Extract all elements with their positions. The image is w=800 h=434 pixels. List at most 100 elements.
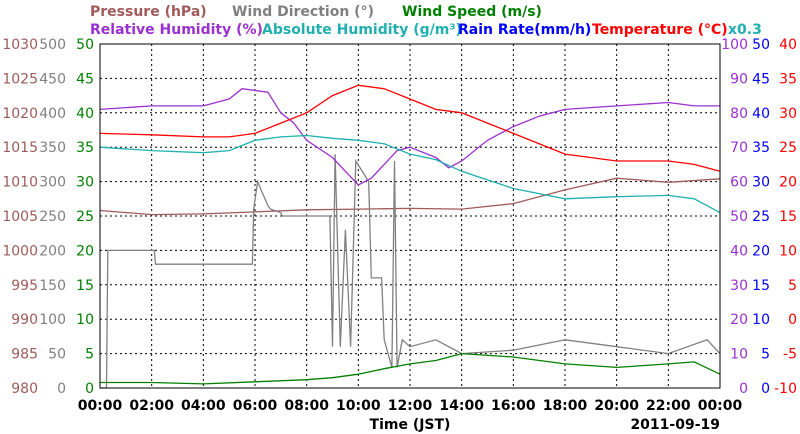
y-tick-label-temperature: 10	[779, 243, 797, 259]
x-tick-label: 12:00	[388, 398, 433, 414]
y-tick-label-pressure: 990	[11, 312, 38, 328]
y-tick-label-rain: 30	[752, 175, 770, 191]
y-tick-label-rain: 25	[752, 209, 770, 225]
date-label: 2011-09-19	[630, 417, 720, 433]
humidity-line	[99, 88, 720, 186]
y-tick-label-wind-direction: 350	[39, 140, 66, 156]
y-tick-label-rain: 35	[752, 140, 770, 156]
wind-direction-title: Wind Direction (°)	[232, 4, 374, 20]
x-tick-label: 18:00	[543, 398, 588, 414]
y-tick-label-humidity: 10	[730, 347, 748, 363]
y-tick-label-rain: 20	[752, 243, 770, 259]
y-tick-label-wind-direction: 50	[48, 347, 66, 363]
y-tick-label-temperature: 0	[788, 312, 797, 328]
y-tick-label-wind-direction: 300	[39, 175, 66, 191]
pressure-line	[99, 177, 721, 216]
temperature-line	[99, 84, 721, 172]
y-tick-label-wind-direction: 500	[39, 37, 66, 53]
y-tick-label-temperature: 15	[779, 209, 797, 225]
y-tick-label-humidity: 60	[730, 175, 748, 191]
y-tick-label-pressure: 980	[11, 381, 38, 397]
y-tick-label-wind-direction: 200	[39, 243, 66, 259]
temperature-title: Temperature (°C)	[592, 22, 728, 38]
y-tick-label-rain: 40	[752, 106, 770, 122]
abs-humidity-title: Absolute Humidity (g/m³)	[262, 22, 462, 38]
y-tick-label-wind-direction: 100	[39, 312, 66, 328]
y-tick-label-pressure: 1020	[2, 106, 38, 122]
y-tick-label-pressure: 995	[11, 278, 38, 294]
y-tick-label-temperature: 30	[779, 106, 797, 122]
wind-speed-line	[100, 352, 721, 385]
rain-title: Rain Rate(mm/h)	[458, 22, 591, 38]
x-tick-label: 00:00	[78, 398, 123, 414]
y-tick-label-humidity: 30	[730, 278, 748, 294]
y-tick-label-humidity: 90	[730, 71, 748, 87]
y-tick-label-humidity: 50	[730, 209, 748, 225]
y-tick-label-wind-speed: 20	[76, 243, 94, 259]
wind-speed-title: Wind Speed (m/s)	[402, 4, 542, 20]
y-tick-label-temperature: 5	[788, 278, 797, 294]
y-tick-label-humidity: 70	[730, 140, 748, 156]
y-tick-label-wind-direction: 250	[39, 209, 66, 225]
y-tick-label-rain: 15	[752, 278, 770, 294]
x-tick-label: 20:00	[594, 398, 639, 414]
x-tick-label: 10:00	[336, 398, 381, 414]
x-tick-label: 16:00	[491, 398, 536, 414]
axis-labels: 00:00 02:00 04:00 06:00 08:00 10:00 12:00 14:00…	[2, 37, 797, 414]
y-tick-label-temperature: 35	[779, 71, 797, 87]
y-tick-label-wind-speed: 15	[76, 278, 94, 294]
y-tick-label-pressure: 985	[11, 347, 38, 363]
grid	[100, 44, 720, 388]
y-tick-label-wind-speed: 10	[76, 312, 94, 328]
y-tick-label-pressure: 1010	[2, 175, 38, 191]
y-tick-label-temperature: -10	[774, 381, 797, 397]
x-tick-label: 06:00	[233, 398, 278, 414]
y-tick-label-wind-direction: 400	[39, 106, 66, 122]
y-tick-label-wind-direction: 450	[39, 71, 66, 87]
y-tick-label-temperature: 40	[779, 37, 797, 53]
y-tick-label-humidity: 100	[721, 37, 748, 53]
y-tick-label-wind-speed: 5	[85, 347, 94, 363]
x-tick-label: 08:00	[284, 398, 329, 414]
x-tick-label: 14:00	[439, 398, 484, 414]
x-axis-label: Time (JST)	[370, 417, 451, 433]
y-tick-label-temperature: 25	[779, 140, 797, 156]
y-tick-label-pressure: 1005	[2, 209, 38, 225]
y-tick-label-pressure: 1030	[2, 37, 38, 53]
y-tick-label-pressure: 1000	[2, 243, 38, 259]
y-tick-label-humidity: 80	[730, 106, 748, 122]
x-tick-label: 02:00	[129, 398, 174, 414]
humidity-title: Relative Humidity (%)	[90, 22, 263, 38]
y-tick-label-wind-speed: 40	[76, 106, 94, 122]
y-tick-label-wind-direction: 0	[57, 381, 66, 397]
y-tick-label-humidity: 40	[730, 243, 748, 259]
wind-direction-line	[100, 154, 721, 389]
y-tick-label-temperature: -5	[783, 347, 797, 363]
pressure-title: Pressure (hPa)	[90, 4, 207, 20]
y-tick-label-rain: 0	[761, 381, 770, 397]
y-tick-label-pressure: 1025	[2, 71, 38, 87]
x-tick-label: 22:00	[646, 398, 691, 414]
abs-humidity-line	[99, 134, 721, 214]
y-tick-label-pressure: 1015	[2, 140, 38, 156]
y-tick-label-wind-speed: 0	[85, 381, 94, 397]
y-tick-label-temperature: 20	[779, 175, 797, 191]
x-tick-label: 04:00	[181, 398, 226, 414]
y-tick-label-humidity: 0	[739, 381, 748, 397]
rain-scale-label: x0.3	[728, 22, 762, 38]
y-tick-label-wind-speed: 50	[76, 37, 94, 53]
y-tick-label-rain: 5	[761, 347, 770, 363]
y-tick-label-rain: 10	[752, 312, 770, 328]
y-tick-label-rain: 45	[752, 71, 770, 87]
y-tick-label-wind-direction: 150	[39, 278, 66, 294]
y-tick-label-wind-speed: 45	[76, 71, 94, 87]
y-tick-label-wind-speed: 35	[76, 140, 94, 156]
plot-frame	[99, 43, 721, 389]
series-lines	[99, 84, 721, 389]
x-tick-label: 00:00	[698, 398, 743, 414]
y-tick-label-humidity: 20	[730, 312, 748, 328]
y-tick-label-rain: 50	[752, 37, 770, 53]
y-tick-label-wind-speed: 25	[76, 209, 94, 225]
y-tick-label-wind-speed: 30	[76, 175, 94, 191]
